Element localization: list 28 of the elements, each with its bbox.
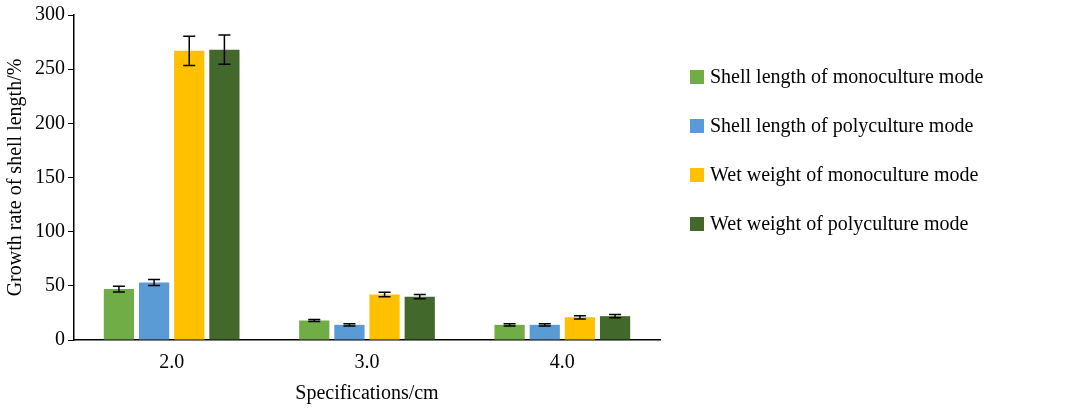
- y-tick-label: 200: [35, 110, 65, 133]
- y-tick-label: 100: [35, 218, 65, 241]
- bar: [494, 324, 525, 340]
- y-tick-label: 250: [35, 56, 65, 79]
- bar: [174, 50, 205, 340]
- legend-label: Wet weight of polyculture mode: [710, 212, 969, 235]
- bar: [369, 294, 400, 340]
- bar: [564, 317, 596, 340]
- bar: [404, 296, 435, 340]
- y-tick-label: 50: [45, 273, 65, 296]
- y-tick-label: 0: [55, 327, 65, 350]
- bar: [103, 289, 135, 340]
- bar: [529, 324, 560, 340]
- x-tick-label: 3.0: [354, 350, 380, 373]
- bar: [138, 282, 170, 340]
- bar: [599, 316, 631, 340]
- bar: [299, 320, 330, 340]
- x-axis-title: Specifications/cm: [295, 381, 440, 405]
- legend-label: Shell length of monoculture mode: [710, 65, 984, 88]
- bar: [334, 324, 365, 340]
- y-tick-label: 300: [35, 2, 65, 25]
- x-tick-label: 4.0: [549, 350, 575, 373]
- legend-label: Wet weight of monoculture mode: [710, 163, 979, 186]
- x-tick-label: 2.0: [159, 350, 185, 373]
- legend-label: Shell length of polyculture mode: [710, 114, 974, 137]
- bar: [209, 49, 240, 340]
- y-axis-title: Growth rate of shell length/%: [3, 58, 27, 297]
- y-tick-label: 150: [35, 164, 65, 187]
